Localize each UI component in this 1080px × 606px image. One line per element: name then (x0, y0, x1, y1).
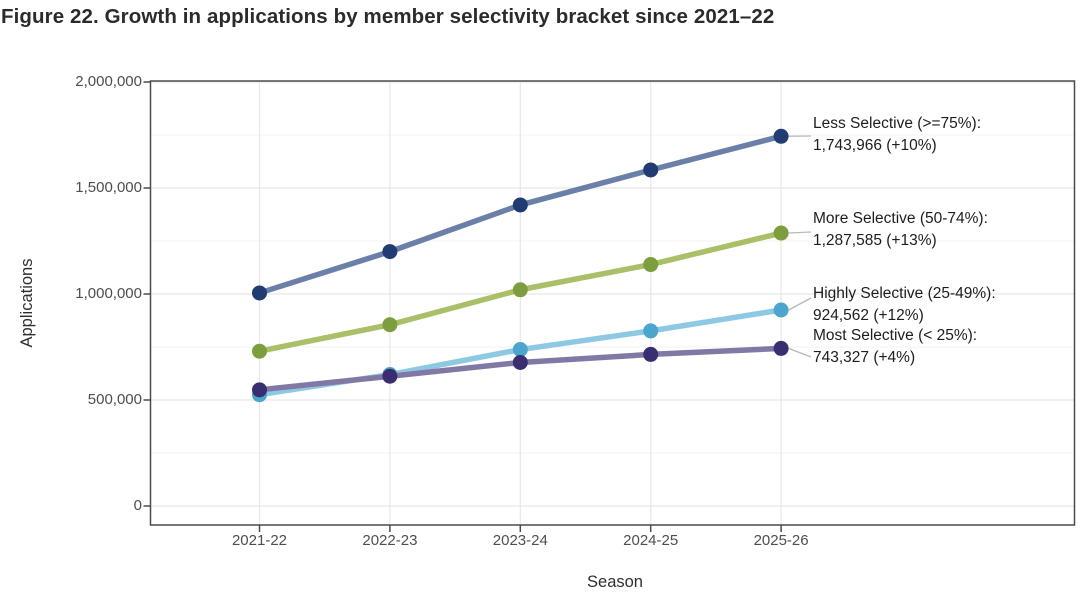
y-tick-label-1000000: 1,000,000 (75, 285, 142, 302)
annotation-name-highly-selective: Highly Selective (25-49%): (813, 285, 996, 302)
data-point-more-selective-2024-25 (643, 257, 659, 273)
y-tick-label-0: 0 (133, 497, 142, 514)
annotation-name-less-selective: Less Selective (>=75%): (813, 115, 982, 132)
annotation-name-more-selective: More Selective (50-74%): (813, 210, 988, 227)
x-tick-label-2022-23: 2022-23 (362, 532, 418, 549)
data-point-most-selective-2024-25 (643, 346, 659, 362)
y-tick-label-2000000: 2,000,000 (75, 73, 142, 90)
x-tick-label-2025-26: 2025-26 (753, 532, 809, 549)
data-point-less-selective-2024-25 (643, 162, 659, 178)
data-point-less-selective-2023-24 (512, 197, 528, 213)
data-point-less-selective-2021-22 (252, 285, 267, 301)
data-point-most-selective-2023-24 (512, 354, 528, 370)
chart-title: Figure 22. Growth in applications by mem… (1, 5, 775, 28)
data-point-less-selective-2025-26 (773, 128, 789, 144)
x-axis-title: Season (587, 573, 643, 591)
annotation-value-highly-selective: 924,562 (+12%) (813, 307, 924, 324)
annotation-leader-line-most-selective (788, 347, 812, 358)
y-axis-title: Applications (18, 258, 36, 348)
annotation-value-most-selective: 743,327 (+4%) (813, 349, 916, 366)
annotation-name-most-selective: Most Selective (< 25%): (813, 327, 978, 344)
annotation-highly-selective: Highly Selective (25-49%): 924,562 (+12%) (813, 283, 996, 327)
annotation-less-selective: Less Selective (>=75%): 1,743,966 (+10%) (813, 113, 981, 157)
data-point-most-selective-2025-26 (773, 340, 789, 356)
x-tick-label-2021-22: 2021-22 (231, 532, 288, 549)
data-point-more-selective-2022-23 (382, 317, 398, 333)
annotation-value-less-selective: 1,743,966 (+10%) (813, 137, 937, 154)
data-point-more-selective-2025-26 (773, 225, 789, 241)
data-point-most-selective-2022-23 (382, 368, 398, 384)
annotation-leader-line-more-selective (788, 231, 812, 234)
y-tick-label-500000: 500,000 (87, 391, 142, 408)
annotation-leader-line-highly-selective (788, 297, 812, 311)
data-point-more-selective-2021-22 (252, 343, 267, 359)
annotation-more-selective: More Selective (50-74%): 1,287,585 (+13%) (813, 208, 988, 252)
data-point-most-selective-2021-22 (252, 382, 267, 398)
data-point-highly-selective-2024-25 (643, 323, 659, 339)
plot-panel-border (149, 80, 1076, 526)
annotation-value-more-selective: 1,287,585 (+13%) (813, 232, 937, 249)
data-point-more-selective-2023-24 (512, 282, 528, 298)
data-point-highly-selective-2025-26 (773, 302, 789, 318)
x-tick-label-2024-25: 2024-25 (623, 532, 679, 549)
y-tick-label-1500000: 1,500,000 (75, 179, 142, 196)
x-tick-label-2023-24: 2023-24 (492, 532, 548, 549)
data-point-highly-selective-2023-24 (512, 342, 528, 358)
data-point-less-selective-2022-23 (382, 244, 398, 260)
annotation-most-selective: Most Selective (< 25%): 743,327 (+4%) (813, 325, 977, 369)
